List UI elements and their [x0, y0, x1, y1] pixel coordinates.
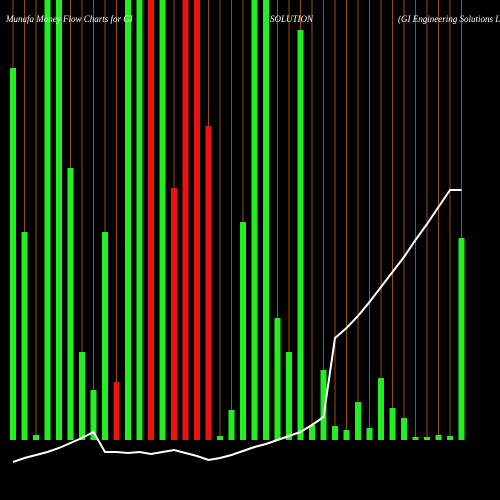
bar [10, 68, 16, 440]
bar [332, 426, 338, 440]
bar [90, 390, 97, 440]
bar [378, 378, 384, 440]
annotation: (GI Engineering Solutions Li [398, 14, 500, 24]
bar [286, 352, 292, 440]
bar [355, 402, 361, 440]
bar [171, 188, 177, 440]
bar [228, 410, 235, 440]
plot [10, 0, 465, 463]
bar [274, 318, 281, 440]
chart-subtitle: SOLUTION [270, 14, 314, 24]
bar [205, 126, 212, 440]
bar [412, 437, 419, 440]
bar [102, 232, 108, 440]
bar [56, 0, 62, 440]
bar [435, 435, 442, 440]
bar [136, 0, 143, 440]
bar [182, 0, 189, 440]
bar [148, 0, 154, 440]
bar [21, 232, 28, 440]
bar [320, 370, 327, 440]
bar [447, 436, 453, 440]
money-flow-line [12, 189, 462, 463]
bar [194, 0, 200, 440]
bar [458, 238, 465, 440]
bar [79, 352, 85, 440]
bar [297, 30, 304, 440]
bar [389, 408, 396, 440]
bar [240, 222, 246, 440]
bar [309, 425, 315, 440]
bar [217, 436, 223, 440]
chart-title: Munafa Money Flow Charts for GI [5, 14, 134, 24]
bar [113, 382, 120, 440]
bar [33, 435, 39, 440]
bar [366, 428, 373, 440]
bar [125, 0, 131, 440]
bar [401, 418, 407, 440]
bar [424, 437, 430, 440]
bar [44, 0, 51, 440]
bar [343, 430, 350, 440]
bar [159, 0, 166, 440]
bar [263, 0, 269, 440]
bar [67, 168, 74, 440]
bar [251, 0, 258, 440]
